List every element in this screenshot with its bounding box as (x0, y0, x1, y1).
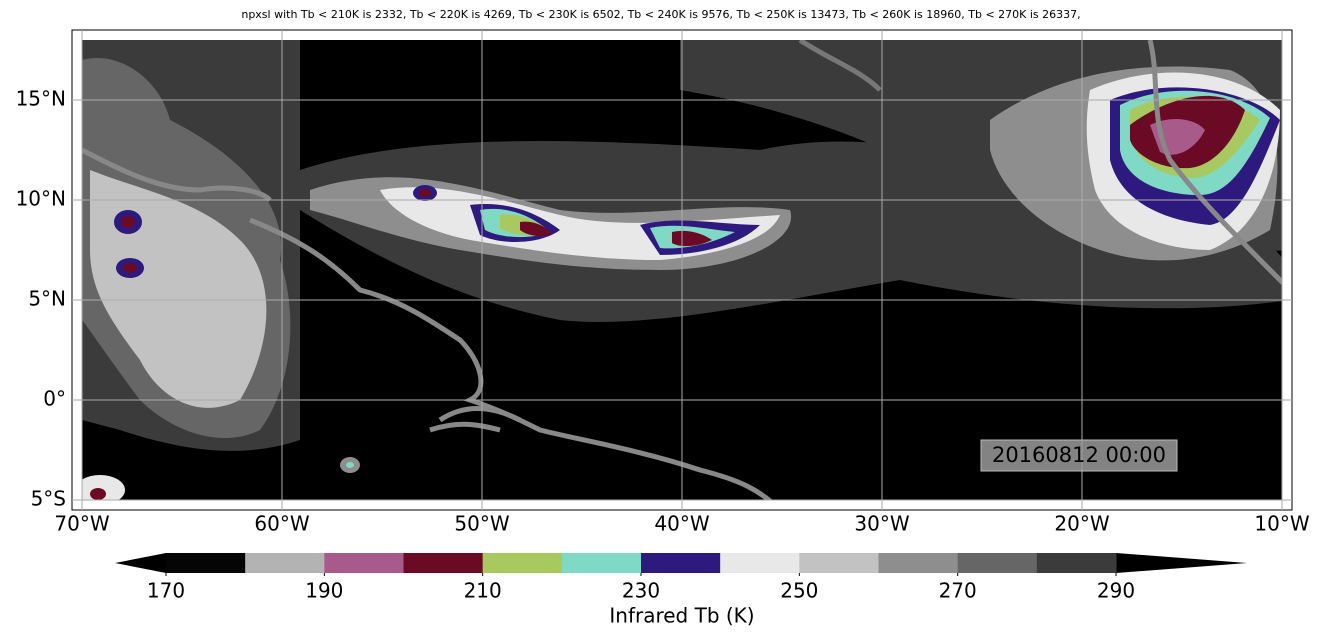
colorbar-segment (799, 553, 879, 573)
colorbar-segment (482, 553, 563, 573)
x-tick-label: 20°W (1054, 512, 1109, 536)
colorbar: 170 190 210 230 250 270 290 (115, 553, 1247, 603)
colorbar-tick-label: 170 (147, 579, 185, 603)
colorbar-tick-label: 190 (305, 579, 343, 603)
x-tick-label: 60°W (254, 512, 309, 536)
colorbar-segment (1036, 553, 1117, 573)
colorbar-tick-label: 270 (939, 579, 977, 603)
y-tick-label: 10°N (16, 187, 66, 211)
colorbar-over (1116, 553, 1247, 573)
date-label: 20160812 00:00 (992, 443, 1166, 467)
x-tick-label: 70°W (54, 512, 109, 536)
x-tick-label: 50°W (454, 512, 509, 536)
colorbar-segment (957, 553, 1038, 573)
colorbar-segment (245, 553, 325, 573)
colorbar-segment (641, 553, 721, 573)
x-tick-label: 40°W (654, 512, 709, 536)
date-box (980, 439, 1178, 472)
colorbar-segment (166, 553, 246, 573)
x-tick-label: 10°W (1254, 512, 1309, 536)
y-tick-label: 15°N (16, 87, 66, 111)
y-tick-label: 5°S (31, 487, 66, 511)
colorbar-segment (324, 553, 404, 573)
colorbar-segment (561, 553, 642, 573)
colorbar-segment (878, 553, 959, 573)
colorbar-tick-label: 230 (622, 579, 660, 603)
colorbar-tick-label: 250 (780, 579, 818, 603)
colorbar-under (115, 553, 166, 573)
x-tick-label: 30°W (854, 512, 909, 536)
colorbar-segment (720, 553, 800, 573)
title: npxsl with Tb < 210K is 2332, Tb < 220K … (241, 8, 1080, 21)
colorbar-tick-label: 290 (1097, 579, 1135, 603)
colorbar-label: Infrared Tb (K) (609, 604, 754, 628)
y-tick-label: 0° (43, 387, 66, 411)
y-tick-label: 5°N (28, 287, 66, 311)
colorbar-segment (403, 553, 484, 573)
grid: 70°W 60°W 50°W 40°W 30°W 20°W 10°W 5°S 0° 5°N 10°N… (16, 30, 1310, 536)
colorbar-tick-label: 210 (464, 579, 502, 603)
